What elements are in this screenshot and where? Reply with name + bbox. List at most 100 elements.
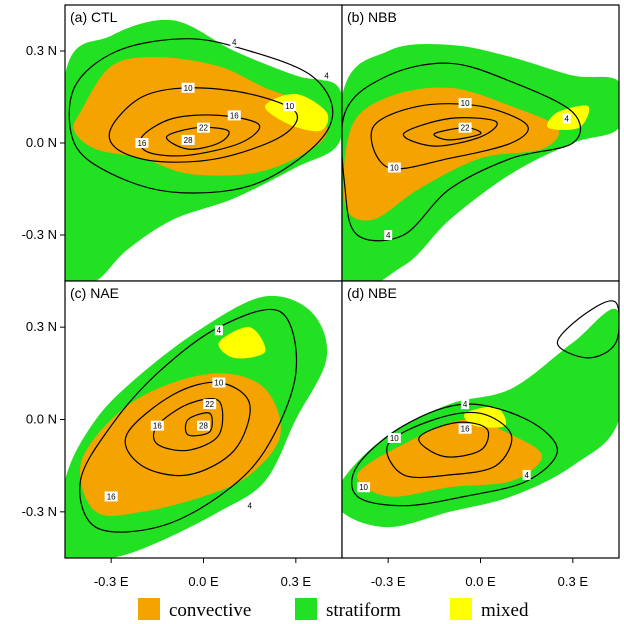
contour-label: 4 <box>217 326 222 335</box>
contour-label-box <box>322 70 331 81</box>
panel-title-box <box>344 284 404 302</box>
contour-label: 16 <box>137 139 146 148</box>
contour-label-box <box>181 82 195 93</box>
contour-line-10 <box>108 87 298 163</box>
panel-1: 4 10 16 22 28 10 16 4 (a) CTL <box>64 4 343 282</box>
contour-label-box <box>562 113 571 124</box>
contour-label: 28 <box>199 422 208 431</box>
contour-label-box <box>150 420 164 431</box>
contour-label-box <box>197 122 210 133</box>
contour-label-box <box>461 399 470 410</box>
contour-label: 4 <box>324 72 329 81</box>
stratiform-legend-label: stratiform <box>326 600 401 621</box>
contour-label: 10 <box>359 483 368 492</box>
y-tick-label: 0.0 N <box>26 412 57 427</box>
y-tick-label: -0.3 N <box>22 504 57 519</box>
contour-label-box <box>384 230 393 240</box>
contour-label: 10 <box>390 164 399 173</box>
mixed-swatch <box>450 598 472 620</box>
convective-region <box>357 419 543 497</box>
contour-line-10 <box>386 411 513 479</box>
stratiform-swatch <box>295 598 317 620</box>
x-tick-label: 0.3 E <box>558 574 589 589</box>
contour-line-22 <box>184 412 213 437</box>
contour-label-box <box>135 138 149 148</box>
contour-label: 16 <box>153 422 162 431</box>
contour-line-4 <box>351 403 559 507</box>
contour-label-box <box>214 325 223 336</box>
panel-title-box <box>67 8 127 26</box>
contour-label: 10 <box>285 102 294 111</box>
mixed-legend-label: mixed <box>481 600 529 621</box>
panel-2: 4 10 22 10 4 (b) NBB <box>341 4 620 282</box>
x-tick-label: -0.3 E <box>371 574 406 589</box>
contour-label: 4 <box>524 471 529 480</box>
contour-line-16 <box>152 398 224 452</box>
contour-label: 10 <box>390 434 399 443</box>
contour-label-box <box>203 399 217 410</box>
contour-label: 10 <box>214 379 223 388</box>
y-tick-label: 0.3 N <box>26 43 57 58</box>
contour-label-box <box>283 101 297 112</box>
mixed-region <box>218 327 266 359</box>
contour-label-box <box>230 36 239 47</box>
x-tick-label: 0.0 E <box>465 574 496 589</box>
contour-label-box <box>104 491 118 502</box>
y-tick-label: -0.3 N <box>22 227 57 242</box>
contour-label: 16 <box>230 111 239 120</box>
contour-line-4 <box>556 300 619 359</box>
contour-label: 16 <box>461 425 470 434</box>
contour-label-box <box>458 122 472 133</box>
contour-label: 22 <box>205 400 214 409</box>
contour-line-16 <box>139 114 261 157</box>
contour-label-box <box>522 469 531 480</box>
contour-line-4 <box>68 38 334 194</box>
panel-title: (c) NAE <box>70 285 119 301</box>
contour-label-box <box>227 110 241 121</box>
contour-label: 22 <box>461 124 470 133</box>
convective-region <box>79 373 281 516</box>
contour-line-22 <box>433 127 482 141</box>
x-tick-label: 0.0 E <box>188 574 219 589</box>
contour-line-4 <box>342 62 582 242</box>
contour-label: 4 <box>232 38 237 47</box>
legend: convective stratiform mixed <box>138 598 529 621</box>
panel-title: (d) NBE <box>347 285 397 301</box>
y-tick-label: 0.3 N <box>26 319 57 334</box>
contour-label: 22 <box>199 124 208 133</box>
contour-label-box <box>387 432 401 443</box>
contour-label-box <box>245 500 254 511</box>
contour-label: 4 <box>463 400 468 409</box>
panel-4: 4 10 16 4 10 (d) NBE <box>341 280 620 559</box>
contour-label-box <box>357 482 371 493</box>
contour-label-box <box>212 377 226 388</box>
contour-label-box <box>181 134 195 145</box>
contour-line-16 <box>402 117 498 147</box>
contour-line-10 <box>124 381 251 477</box>
contour-label: 10 <box>461 99 470 108</box>
panel-title-box <box>344 8 404 26</box>
contour-label-box <box>387 162 401 173</box>
panel-3: 4 10 22 16 28 16 4 (c) NAE <box>64 280 343 559</box>
contour-label-box <box>458 423 472 434</box>
x-tick-label: -0.3 E <box>94 574 129 589</box>
panel-title: (a) CTL <box>70 9 118 25</box>
contour-label: 28 <box>184 136 193 145</box>
contour-line-4 <box>79 308 297 533</box>
panel-title: (b) NBB <box>347 9 397 25</box>
contour-label-box <box>197 420 210 431</box>
panel-title-box <box>67 284 127 302</box>
contour-label: 16 <box>107 492 116 501</box>
contour-line-16 <box>418 421 490 458</box>
convective-legend-label: convective <box>169 600 251 621</box>
convective-swatch <box>138 598 160 620</box>
y-tick-label: 0.0 N <box>26 135 57 150</box>
contour-label: 4 <box>564 114 569 123</box>
mixed-region <box>464 406 507 428</box>
contour-label: 10 <box>184 84 193 93</box>
contour-label: 4 <box>247 502 252 511</box>
contour-label-box <box>458 98 472 109</box>
convective-region <box>343 87 560 221</box>
x-tick-label: 0.3 E <box>281 574 312 589</box>
